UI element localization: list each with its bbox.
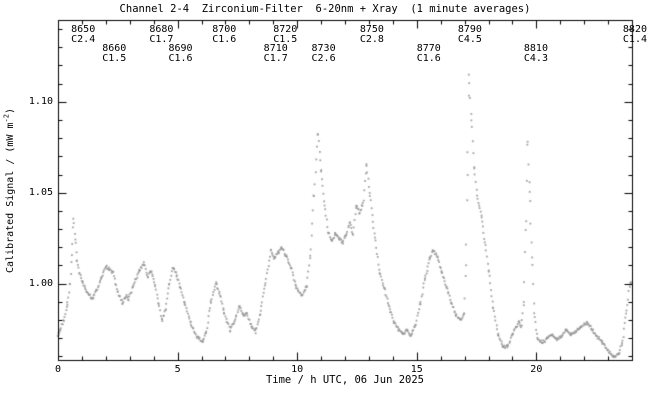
flare-annotation: 8720 C1.5 — [273, 25, 297, 45]
flare-class: C4.5 — [457, 34, 482, 45]
flare-class: C1.6 — [168, 53, 193, 64]
flare-annotation: 8790 C4.5 — [458, 25, 482, 45]
flare-number: 8790 — [457, 24, 482, 35]
flare-annotation: 8710 C1.7 — [264, 44, 288, 64]
flare-annotation: 8650 C2.4 — [71, 25, 95, 45]
flare-number: 8820 — [622, 24, 647, 35]
y-axis-label-exponent: -2 — [2, 114, 11, 123]
flare-annotation: 8820 C1.4 — [623, 25, 647, 45]
y-tick-label: 1.00 — [28, 277, 53, 289]
flare-class: C4.3 — [523, 53, 548, 64]
x-tick-label: 0 — [54, 364, 62, 375]
flare-number: 8700 — [212, 24, 237, 35]
flare-class: C1.6 — [416, 53, 441, 64]
flare-annotation: 8680 C1.7 — [149, 25, 173, 45]
x-axis-label: Time / h UTC, 06 Jun 2025 — [265, 374, 425, 386]
x-tick-label: 5 — [174, 364, 181, 375]
flare-class: C1.4 — [622, 34, 647, 45]
flare-number: 8680 — [149, 24, 174, 35]
flare-annotation: 8810 C4.3 — [524, 44, 548, 64]
y-axis-label-text: Calibrated Signal / (mW m — [4, 122, 16, 273]
flare-annotation: 8700 C1.6 — [212, 25, 236, 45]
flare-annotation: 8750 C2.8 — [360, 25, 384, 45]
plot-title: Channel 2-4 Zirconium-Filter 6-20nm + Xr… — [119, 3, 531, 15]
y-tick-label: 1.10 — [28, 95, 53, 107]
flare-number: 8690 — [168, 43, 193, 54]
flare-class: C1.5 — [273, 34, 298, 45]
flare-number: 8730 — [311, 43, 336, 54]
flare-class: C1.7 — [149, 34, 174, 45]
flare-number: 8650 — [71, 24, 96, 35]
flare-annotation: 8730 C2.6 — [312, 44, 336, 64]
flare-number: 8710 — [263, 43, 288, 54]
flare-number: 8770 — [416, 43, 441, 54]
x-tick-label: 15 — [410, 364, 423, 375]
y-tick-label: 1.05 — [28, 186, 53, 198]
y-axis-label-close: ) — [4, 108, 16, 115]
flare-class: C1.5 — [102, 53, 127, 64]
flare-class: C1.7 — [263, 53, 288, 64]
flare-number: 8750 — [359, 24, 384, 35]
flare-annotation: 8690 C1.6 — [168, 44, 192, 64]
x-tick-label: 10 — [291, 364, 304, 375]
flare-number: 8810 — [523, 43, 548, 54]
flare-annotation: 8660 C1.5 — [102, 44, 126, 64]
flare-class: C1.6 — [212, 34, 237, 45]
flare-class: C2.6 — [311, 53, 336, 64]
flare-class: C2.4 — [71, 34, 96, 45]
flare-number: 8660 — [102, 43, 127, 54]
flare-annotation: 8770 C1.6 — [417, 44, 441, 64]
flare-number: 8720 — [273, 24, 298, 35]
x-tick-label: 20 — [530, 364, 543, 375]
flare-class: C2.8 — [359, 34, 384, 45]
